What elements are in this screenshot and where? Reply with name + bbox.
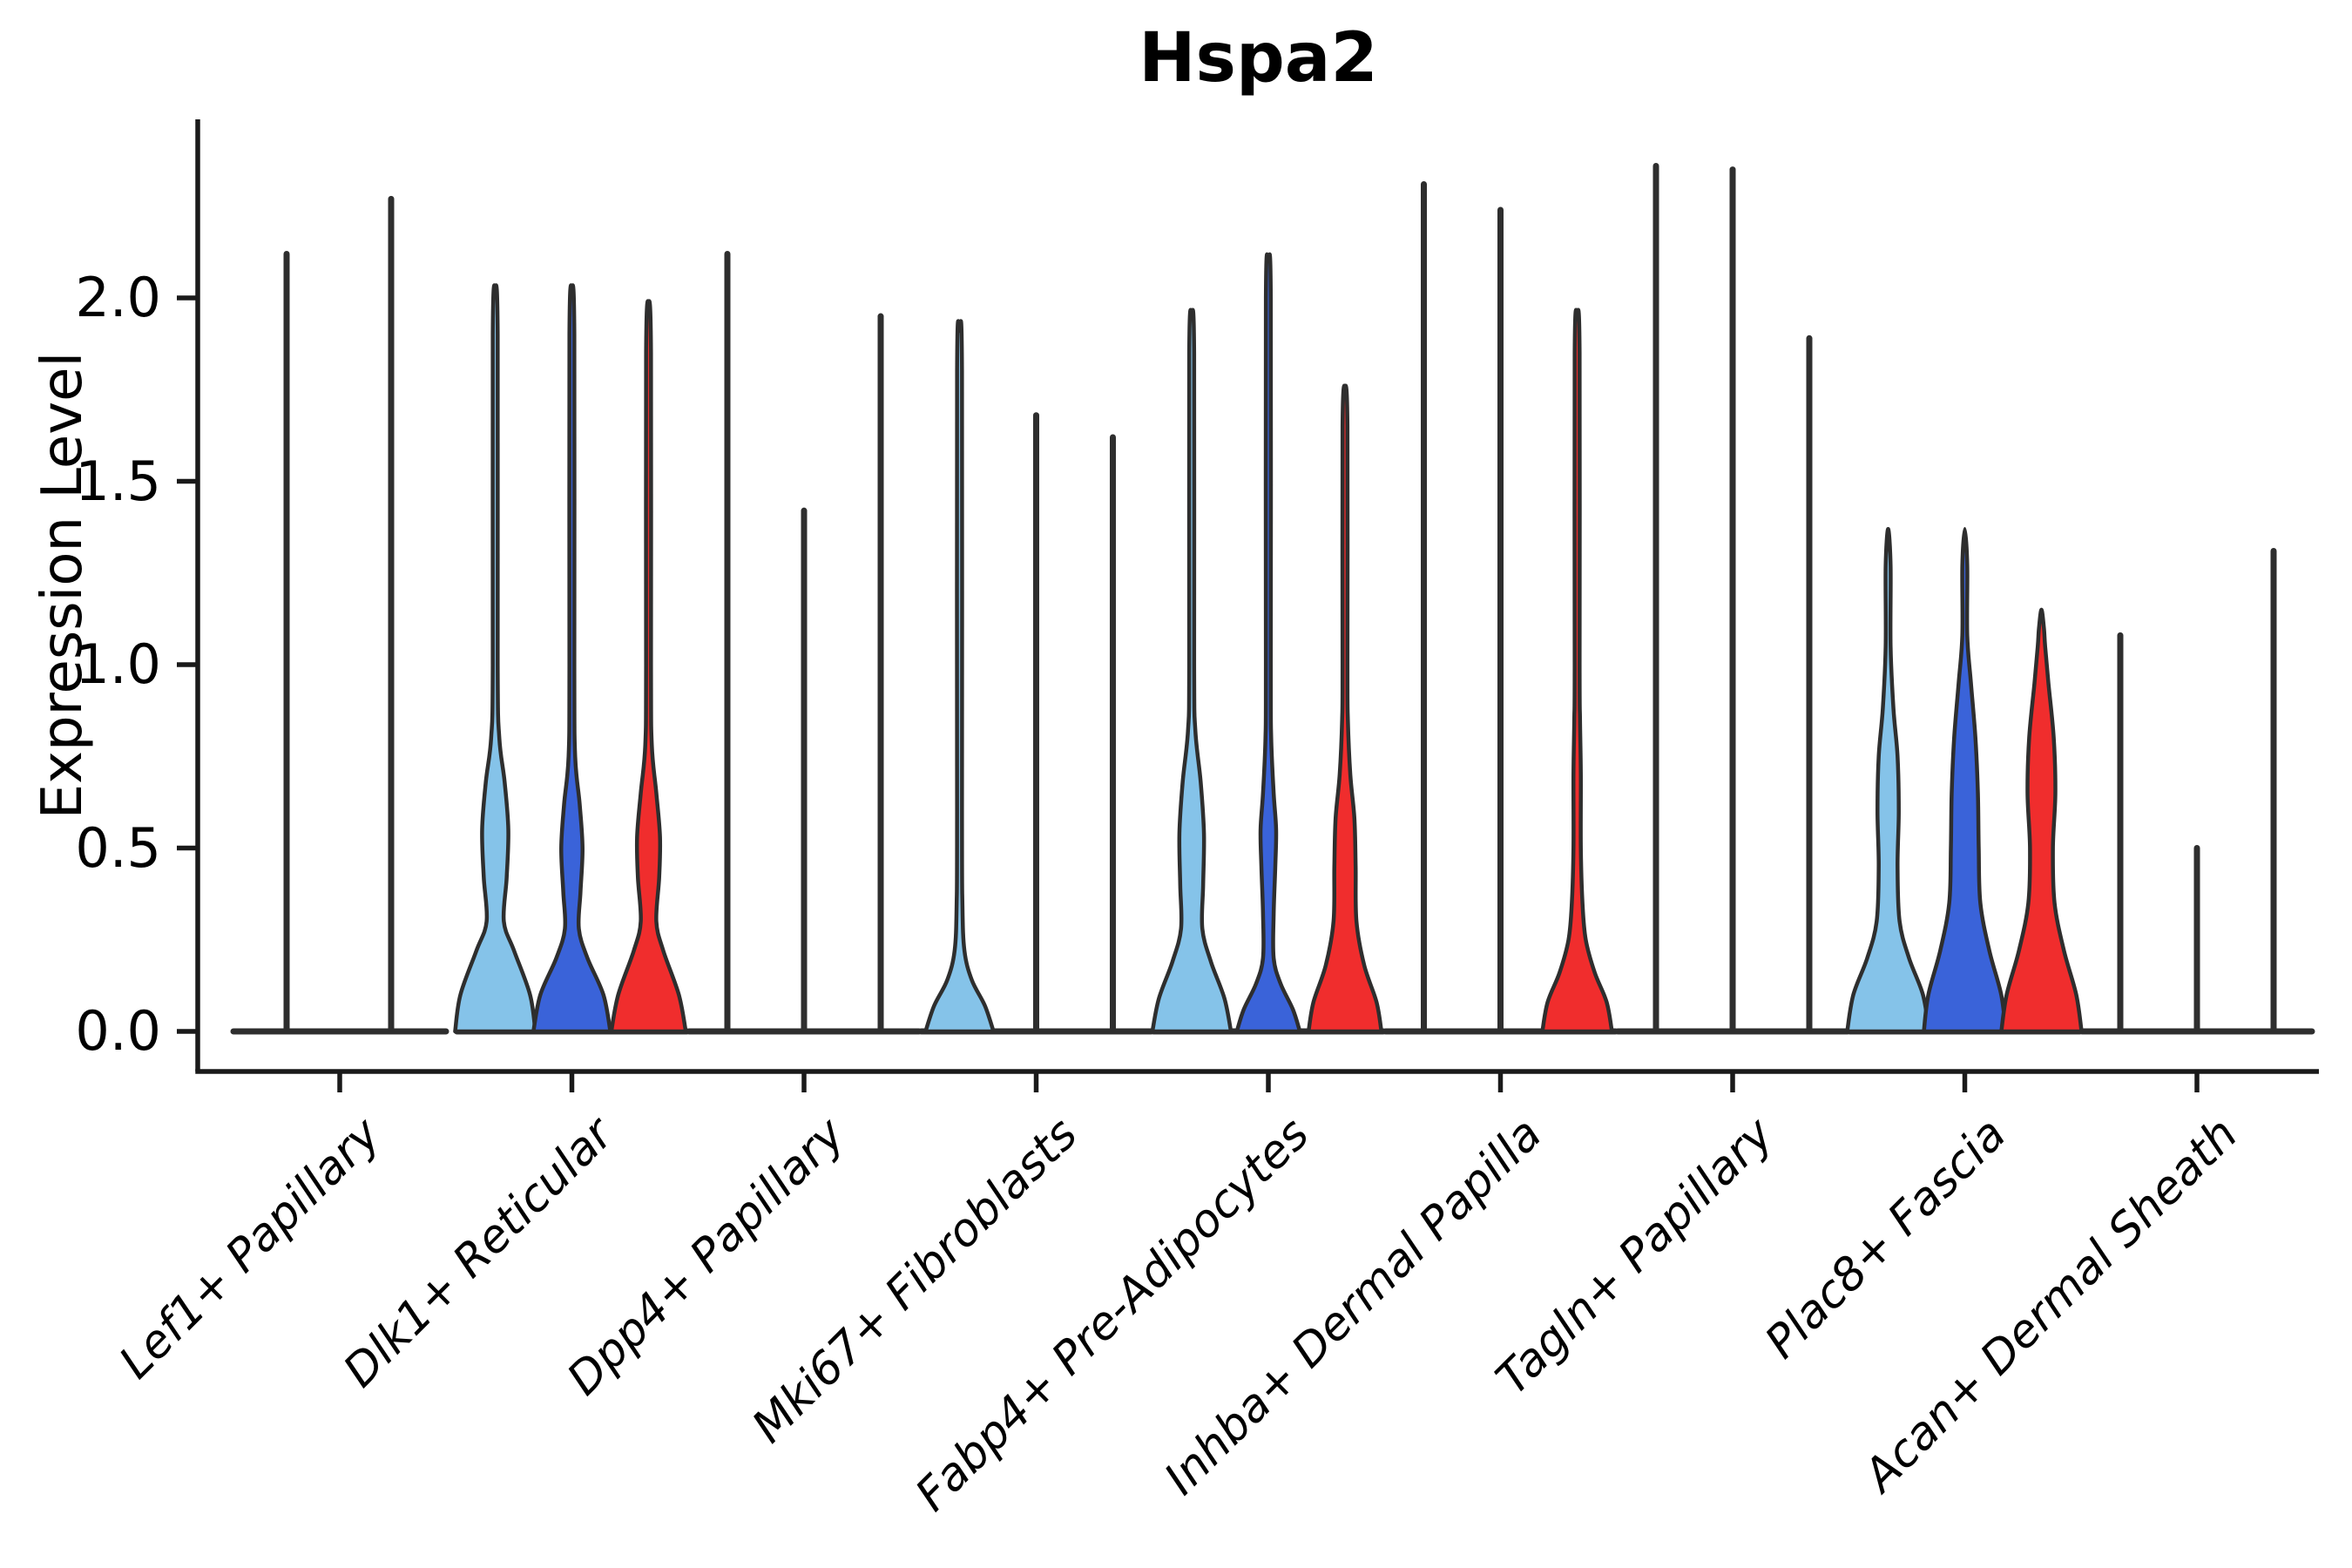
y-tick-label: 0.5	[75, 815, 161, 880]
violin-shape	[1845, 526, 1931, 1034]
violin-shape	[1150, 308, 1233, 1034]
y-tick-label: 1.5	[75, 449, 161, 513]
violin-shape	[1922, 526, 2008, 1034]
violin-shape	[1306, 383, 1384, 1034]
violin-shape	[1999, 607, 2084, 1034]
chart-title: Hspa2	[1139, 19, 1378, 98]
violin-shape	[609, 299, 688, 1034]
violin-shape	[1234, 252, 1302, 1034]
violin-shape	[531, 283, 612, 1034]
y-axis-label: Expression Level	[30, 351, 95, 820]
violin-shape	[453, 283, 537, 1034]
violin-shape	[923, 319, 996, 1034]
y-tick-label: 1.0	[75, 632, 161, 696]
y-tick-label: 2.0	[75, 266, 161, 329]
y-tick-label: 0.0	[75, 999, 161, 1063]
violin-shape	[1540, 308, 1614, 1034]
